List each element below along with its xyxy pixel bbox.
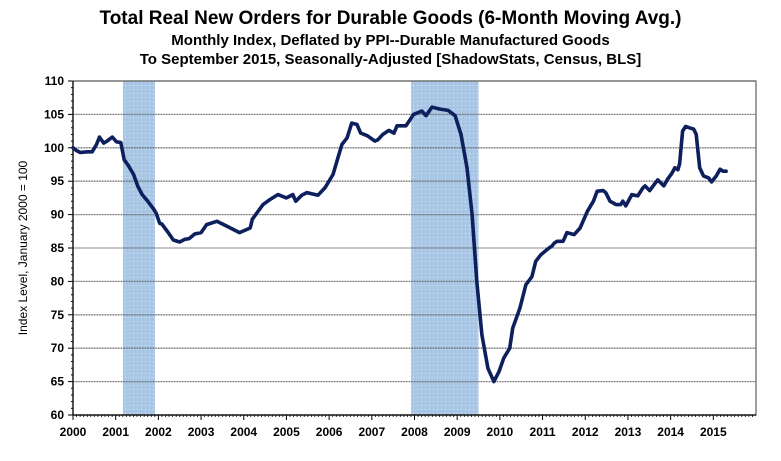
- chart-subtitle: Monthly Index, Deflated by PPI--Durable …: [171, 32, 610, 49]
- x-tick-label-2013: 2013: [615, 425, 642, 439]
- axes: 60 65 70 75 80 85 90 95 100 105 110 2000 2001 2002 200…: [44, 74, 757, 439]
- y-tick-label-90: 90: [51, 208, 65, 222]
- y-tick-label-75: 75: [51, 308, 65, 322]
- x-tick-label-2000: 2000: [60, 425, 87, 439]
- x-tick-label-2007: 2007: [358, 425, 385, 439]
- x-tick-label-2004: 2004: [230, 425, 257, 439]
- y-tick-label-110: 110: [45, 74, 65, 88]
- x-tick-label-2012: 2012: [572, 425, 599, 439]
- x-tick-label-2011: 2011: [530, 425, 556, 439]
- y-tick-label-85: 85: [51, 241, 65, 255]
- y-tick-label-65: 65: [51, 375, 65, 389]
- x-tick-label-2015: 2015: [700, 425, 727, 439]
- x-tick-label-2014: 2014: [657, 425, 684, 439]
- x-tick-label-2006: 2006: [316, 425, 343, 439]
- chart-subtitle-2: To September 2015, Seasonally-Adjusted […: [139, 51, 642, 68]
- y-tick-label-95: 95: [51, 174, 65, 188]
- x-tick-label-2005: 2005: [273, 425, 300, 439]
- y-tick-label-70: 70: [51, 341, 65, 355]
- y-tick-label-80: 80: [51, 274, 65, 288]
- y-tick-label-105: 105: [44, 107, 64, 121]
- x-tick-label-2001: 2001: [102, 425, 129, 439]
- x-tick-label-2008: 2008: [401, 425, 428, 439]
- y-tick-label-100: 100: [44, 141, 64, 155]
- y-axis-label: Index Level, January 2000 = 100: [16, 160, 30, 335]
- y-tick-label-60: 60: [51, 408, 65, 422]
- chart-title: Total Real New Orders for Durable Goods …: [99, 8, 682, 29]
- x-tick-label-2002: 2002: [145, 425, 172, 439]
- x-tick-label-2003: 2003: [188, 425, 215, 439]
- x-tick-label-2010: 2010: [487, 425, 514, 439]
- series-line-group: [71, 105, 728, 384]
- x-tick-label-2009: 2009: [444, 425, 471, 439]
